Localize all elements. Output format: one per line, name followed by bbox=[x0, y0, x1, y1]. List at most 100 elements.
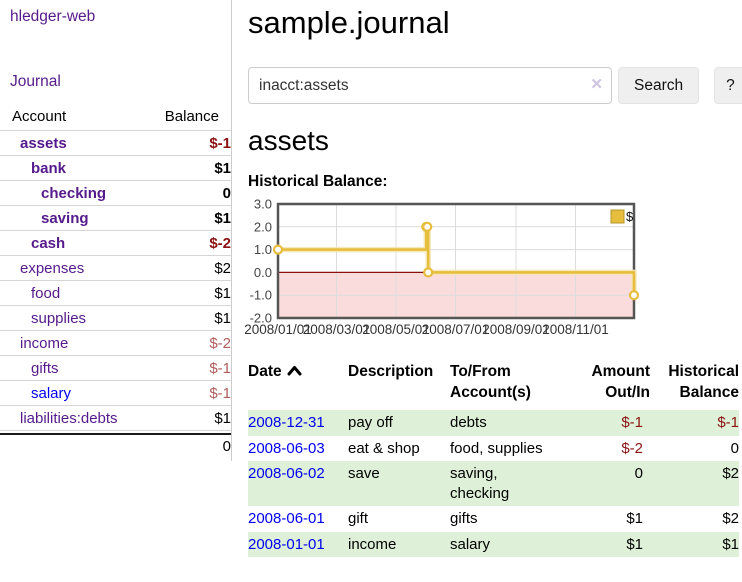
transaction-date-link[interactable]: 2008-06-02 bbox=[248, 465, 325, 482]
page-title: sample.journal bbox=[248, 5, 450, 40]
register-row: 2008-01-01 income salary $1 $1 bbox=[248, 531, 739, 557]
account-link[interactable]: assets bbox=[20, 134, 67, 152]
transaction-amount: $1 bbox=[626, 535, 643, 553]
account-balance: $1 bbox=[147, 280, 231, 306]
account-link[interactable]: bank bbox=[31, 159, 67, 177]
svg-text:2008/01/01: 2008/01/01 bbox=[244, 322, 312, 337]
register-table: Date Description To/From Account(s) Amou… bbox=[248, 359, 739, 557]
search-input[interactable] bbox=[248, 67, 612, 104]
transaction-amount: $-2 bbox=[621, 439, 643, 457]
account-row: assets $-1 bbox=[0, 130, 231, 156]
transaction-description: gift bbox=[348, 510, 369, 527]
transaction-description: save bbox=[348, 465, 380, 482]
transaction-date-link[interactable]: 2008-06-03 bbox=[248, 439, 325, 457]
transaction-date-link[interactable]: 2008-12-31 bbox=[248, 414, 325, 431]
transaction-historical-balance: $-1 bbox=[717, 414, 739, 431]
amount-column-header: Amount Out/In bbox=[591, 363, 650, 401]
total-balance: 0 bbox=[222, 438, 231, 455]
svg-text:2008/09/01: 2008/09/01 bbox=[482, 322, 550, 337]
account-balance: $1 bbox=[147, 155, 231, 181]
clear-search-icon[interactable]: ✕ bbox=[590, 76, 603, 93]
transaction-accounts: gifts bbox=[450, 510, 478, 527]
transaction-date-link[interactable]: 2008-01-01 bbox=[248, 535, 325, 553]
register-row: 2008-06-01 gift gifts $1 $2 bbox=[248, 506, 739, 532]
account-link[interactable]: food bbox=[31, 284, 61, 302]
accounts-table: Account Balance assets $-1 bank $1 checking 0… bbox=[0, 106, 231, 459]
account-link[interactable]: expenses bbox=[20, 259, 85, 277]
account-balance: $-1 bbox=[147, 380, 231, 406]
total-row: 0 bbox=[0, 434, 231, 459]
transaction-description: income bbox=[348, 535, 397, 553]
balance-column-header: Balance bbox=[164, 108, 219, 125]
sidebar-item-journal[interactable]: Journal bbox=[10, 73, 61, 90]
account-link[interactable]: gifts bbox=[31, 359, 59, 377]
transaction-amount: $1 bbox=[626, 510, 643, 527]
search-button[interactable]: Search bbox=[618, 67, 700, 104]
svg-text:$: $ bbox=[626, 209, 634, 224]
accounts-tofrom-column-header: To/From Account(s) bbox=[450, 363, 531, 401]
svg-text:-1.0: -1.0 bbox=[250, 288, 272, 303]
account-balance: $2 bbox=[147, 255, 231, 281]
search-form: ✕ Search ? bbox=[248, 67, 742, 104]
account-row: expenses $2 bbox=[0, 255, 231, 281]
account-row: food $1 bbox=[0, 280, 231, 306]
account-link[interactable]: saving bbox=[41, 209, 89, 227]
account-row: supplies $1 bbox=[0, 305, 231, 331]
sidebar: hledger-web Journal Account Balance asse… bbox=[0, 0, 232, 461]
account-balance: $-1 bbox=[147, 130, 231, 156]
transaction-date-link[interactable]: 2008-06-01 bbox=[248, 510, 325, 527]
account-balance: $-2 bbox=[147, 330, 231, 356]
transaction-amount: $-1 bbox=[621, 414, 643, 431]
main-content: sample.journal ✕ Search ? assets Histori… bbox=[232, 0, 742, 557]
account-balance: $1 bbox=[147, 405, 231, 431]
account-row: salary $-1 bbox=[0, 380, 231, 406]
register-row: 2008-06-03 eat & shop food, supplies $-2 0 bbox=[248, 436, 739, 462]
account-link[interactable]: salary bbox=[31, 384, 72, 402]
svg-text:1.0: 1.0 bbox=[254, 242, 272, 257]
account-link[interactable]: liabilities:debts bbox=[20, 409, 118, 427]
transaction-accounts: salary bbox=[450, 535, 491, 553]
help-button[interactable]: ? bbox=[714, 67, 742, 104]
transaction-accounts: debts bbox=[450, 414, 487, 431]
app-brand-link[interactable]: hledger-web bbox=[10, 8, 96, 25]
transaction-description: eat & shop bbox=[348, 439, 420, 457]
transaction-accounts: food, supplies bbox=[450, 439, 543, 457]
account-row: liabilities:debts $1 bbox=[0, 405, 231, 431]
date-column-header[interactable]: Date bbox=[248, 359, 348, 410]
transaction-description: pay off bbox=[348, 414, 393, 431]
account-row: saving $1 bbox=[0, 205, 231, 231]
account-row: income $-2 bbox=[0, 330, 231, 356]
transaction-historical-balance: $1 bbox=[722, 535, 739, 553]
transaction-historical-balance: 0 bbox=[730, 439, 739, 457]
account-link[interactable]: income bbox=[20, 334, 69, 352]
svg-text:2008/11/01: 2008/11/01 bbox=[542, 322, 609, 337]
svg-text:0.0: 0.0 bbox=[254, 265, 272, 280]
svg-text:2.0: 2.0 bbox=[254, 219, 272, 234]
account-link[interactable]: checking bbox=[41, 184, 107, 202]
sort-ascending-icon bbox=[287, 361, 302, 382]
svg-text:3.0: 3.0 bbox=[254, 197, 272, 212]
transaction-historical-balance: $2 bbox=[722, 510, 739, 527]
account-row: checking 0 bbox=[0, 180, 231, 206]
svg-text:2008/07/01: 2008/07/01 bbox=[422, 322, 490, 337]
account-balance: $1 bbox=[147, 305, 231, 331]
register-row: 2008-06-02 save saving, checking 0 $2 bbox=[248, 461, 739, 506]
chart-title: Historical Balance: bbox=[248, 173, 388, 190]
account-title: assets bbox=[248, 125, 329, 156]
transaction-historical-balance: $2 bbox=[722, 465, 739, 482]
account-row: gifts $-1 bbox=[0, 355, 231, 381]
account-row: bank $1 bbox=[0, 155, 231, 181]
register-row: 2008-12-31 pay off debts $-1 $-1 bbox=[248, 410, 739, 436]
transaction-amount: 0 bbox=[634, 465, 643, 482]
svg-text:2008/03/01: 2008/03/01 bbox=[303, 322, 371, 337]
account-link[interactable]: supplies bbox=[31, 309, 87, 327]
account-balance: 0 bbox=[147, 180, 231, 206]
historical-balance-column-header: Historical Balance bbox=[668, 363, 739, 401]
total-divider bbox=[0, 430, 231, 435]
account-link[interactable]: cash bbox=[31, 234, 66, 252]
historical-balance-chart: $3.0 2.0 1.0 0.0 -1.0 -2.02008/01/012008/03/0… bbox=[244, 197, 640, 337]
description-column-header: Description bbox=[348, 363, 434, 380]
svg-text:-2.0: -2.0 bbox=[250, 311, 272, 326]
account-balance: $-2 bbox=[147, 230, 231, 256]
transaction-accounts: saving, checking bbox=[450, 465, 510, 502]
